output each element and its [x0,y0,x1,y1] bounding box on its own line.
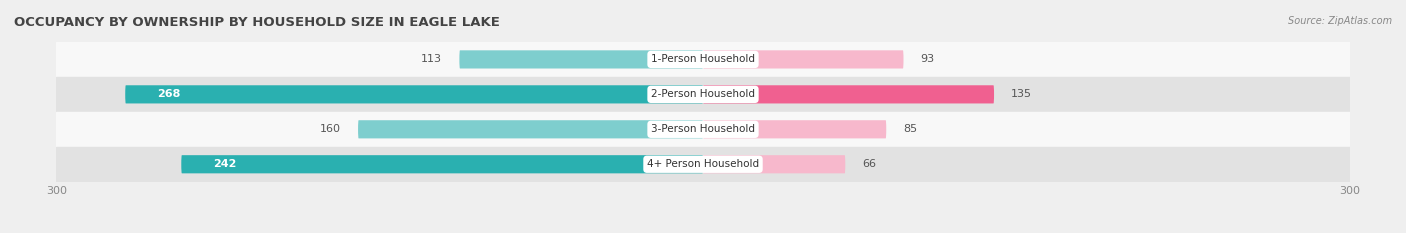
Text: 113: 113 [422,55,441,64]
Bar [56,147,1350,182]
Text: 66: 66 [862,159,876,169]
FancyBboxPatch shape [703,85,994,103]
Text: 2-Person Household: 2-Person Household [651,89,755,99]
FancyBboxPatch shape [460,50,703,69]
Text: 1-Person Household: 1-Person Household [651,55,755,64]
FancyBboxPatch shape [703,120,886,138]
Text: 85: 85 [904,124,918,134]
Bar [56,77,1350,112]
Bar [56,42,1350,77]
FancyBboxPatch shape [703,50,904,69]
Text: 3-Person Household: 3-Person Household [651,124,755,134]
FancyBboxPatch shape [181,155,703,173]
Text: Source: ZipAtlas.com: Source: ZipAtlas.com [1288,16,1392,26]
Text: 93: 93 [921,55,935,64]
Text: 135: 135 [1011,89,1032,99]
Text: 268: 268 [157,89,181,99]
FancyBboxPatch shape [359,120,703,138]
FancyBboxPatch shape [703,155,845,173]
Text: 160: 160 [319,124,340,134]
FancyBboxPatch shape [125,85,703,103]
Text: 4+ Person Household: 4+ Person Household [647,159,759,169]
Text: OCCUPANCY BY OWNERSHIP BY HOUSEHOLD SIZE IN EAGLE LAKE: OCCUPANCY BY OWNERSHIP BY HOUSEHOLD SIZE… [14,16,501,29]
Bar [56,112,1350,147]
Text: 242: 242 [214,159,238,169]
